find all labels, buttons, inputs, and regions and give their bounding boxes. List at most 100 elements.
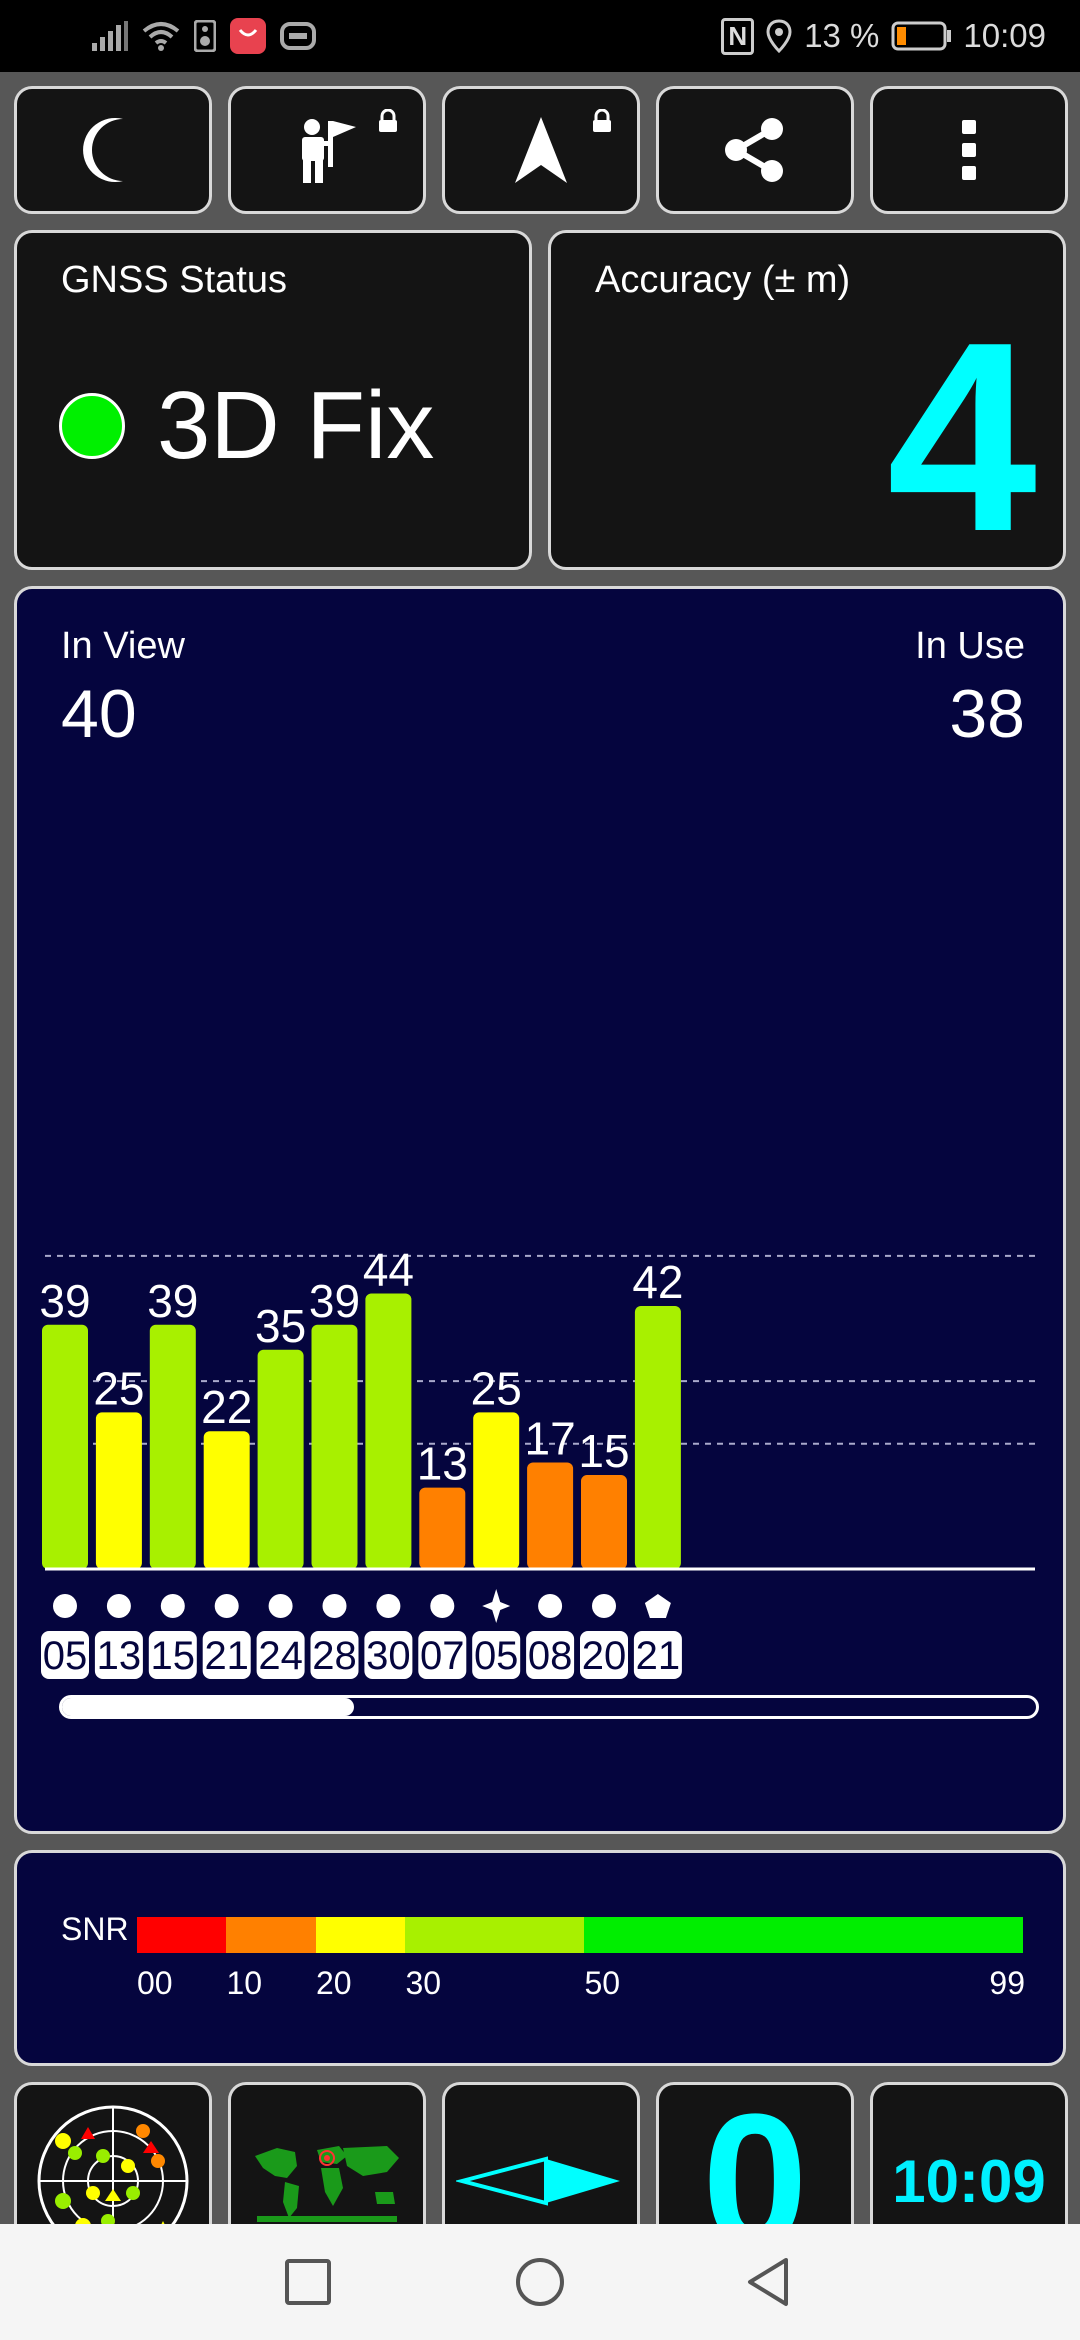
satellite-id-box [472, 1631, 521, 1679]
snr-tick-label: 20 [315, 1965, 352, 2001]
circle-symbol-icon [592, 1594, 616, 1618]
night-mode-button[interactable] [14, 86, 212, 214]
satellite-id-box [41, 1631, 89, 1679]
bar-value-label: 25 [93, 1362, 144, 1414]
status-bar: N 13 % 10:09 [0, 0, 1080, 72]
accuracy-value: 4 [886, 287, 1037, 588]
signal-bar[interactable] [365, 1293, 412, 1569]
satellite-id-box [526, 1631, 575, 1679]
gnss-status-card[interactable]: GNSS Status 3D Fix [14, 230, 532, 570]
bar-value-label: 44 [363, 1243, 414, 1295]
more-options-button[interactable] [870, 86, 1068, 214]
snr-label: SNR [61, 1911, 129, 1947]
satellite-id-box [148, 1631, 197, 1679]
satellite-id-label: 13 [97, 1634, 142, 1678]
accuracy-title: Accuracy (± m) [595, 259, 851, 301]
bar-value-label: 35 [255, 1300, 306, 1352]
navigation-arrow-icon [515, 117, 567, 183]
circle-symbol-icon [376, 1594, 401, 1618]
signal-icon [92, 21, 128, 51]
bar-value-label: 39 [309, 1275, 360, 1327]
bar-value-label: 42 [632, 1256, 683, 1308]
satellite-id-label: 15 [151, 1634, 196, 1678]
share-button[interactable] [656, 86, 854, 214]
compass-needle-icon [456, 2156, 620, 2206]
bar-value-label: 13 [417, 1438, 468, 1490]
share-icon [725, 118, 783, 182]
snr-color-scale [137, 1917, 1023, 1953]
status-icons-right: N 13 % 10:09 [721, 14, 1046, 58]
signal-bar[interactable] [203, 1431, 250, 1569]
snr-color-segment [405, 1917, 585, 1953]
in-view-label: In View [61, 625, 185, 667]
gnss-status-title: GNSS Status [61, 259, 287, 301]
satellite-id-box [256, 1631, 305, 1679]
signal-bar[interactable] [95, 1412, 142, 1569]
signal-bar[interactable] [473, 1412, 520, 1569]
signal-bar[interactable] [419, 1487, 466, 1569]
lock-icon [593, 109, 611, 132]
snr-color-segment [137, 1917, 227, 1953]
circle-symbol-icon [430, 1594, 455, 1618]
snr-tick-label: 30 [405, 1965, 442, 2001]
lock-icon [379, 109, 397, 132]
person-flag-button[interactable] [228, 86, 426, 214]
recents-square-icon[interactable] [284, 2258, 332, 2306]
accuracy-card[interactable]: Accuracy (± m) 4 [548, 230, 1066, 588]
signal-bar[interactable] [634, 1305, 681, 1569]
person-flag-icon [302, 119, 356, 183]
satellite-id-box [633, 1631, 682, 1679]
star-symbol-icon [482, 1589, 511, 1623]
back-triangle-icon[interactable] [744, 2256, 792, 2308]
snr-legend-card: SNR 00 10 20 30 50 99 [14, 1850, 1066, 2066]
fix-status-dot [59, 393, 125, 459]
signal-bar-chart: 3905251339152221352439284430130725051708… [39, 1243, 1035, 1679]
circle-symbol-icon [160, 1594, 185, 1618]
fix-status-text: 3D Fix [157, 372, 435, 479]
signal-bar[interactable] [42, 1324, 88, 1569]
chart-scrollbar[interactable] [59, 1695, 1039, 1719]
satellite-id-box [418, 1631, 467, 1679]
bar-value-label: 25 [471, 1362, 522, 1414]
satellite-id-box [364, 1631, 413, 1679]
speaker-icon [194, 20, 216, 52]
satellite-id-label: 28 [312, 1634, 357, 1678]
signal-bar[interactable] [311, 1324, 358, 1569]
signal-bar[interactable] [257, 1349, 304, 1569]
pentagon-symbol-icon [644, 1594, 671, 1618]
satellite-id-box [94, 1631, 143, 1679]
bar-value-label: 22 [201, 1381, 252, 1433]
signal-bar[interactable] [581, 1475, 627, 1569]
system-nav-bar [0, 2224, 1080, 2340]
clock-tile[interactable]: 10:09 [870, 2082, 1068, 2280]
snr-color-segment [226, 1917, 316, 1953]
satellite-id-label: 07 [420, 1634, 465, 1678]
satellite-id-label: 05 [474, 1634, 519, 1678]
satellite-id-box [580, 1631, 628, 1679]
snr-color-segment [315, 1917, 406, 1953]
satellite-id-label: 21 [204, 1634, 249, 1678]
satellite-id-label: 20 [582, 1634, 627, 1678]
snr-tick-label: 50 [584, 1965, 621, 2001]
location-icon [766, 19, 792, 53]
circle-symbol-icon [53, 1594, 77, 1618]
circle-symbol-icon [214, 1594, 239, 1618]
signal-bar[interactable] [527, 1462, 574, 1569]
circle-symbol-icon [322, 1594, 347, 1618]
satellite-signal-card[interactable]: In View 40 In Use 38 39 05 25 13 39 15 22 21 35 2… [14, 586, 1066, 1834]
huawei-app-icon [230, 18, 266, 54]
scrollbar-thumb[interactable] [62, 1698, 355, 1716]
satellite-id-label: 08 [528, 1634, 573, 1678]
world-map-icon [255, 2146, 399, 2222]
signal-bar[interactable] [149, 1324, 196, 1569]
navigate-button[interactable] [442, 86, 640, 214]
bar-value-label: 17 [525, 1413, 576, 1465]
home-circle-icon[interactable] [514, 2256, 566, 2308]
nfc-icon: N [721, 17, 755, 55]
battery-icon [891, 21, 952, 51]
bar-value-label: 39 [147, 1275, 198, 1327]
moon-icon [83, 118, 123, 182]
satellite-id-label: 24 [258, 1634, 303, 1678]
snr-tick-label: 10 [226, 1965, 263, 2001]
satellite-id-label: 05 [43, 1634, 88, 1678]
